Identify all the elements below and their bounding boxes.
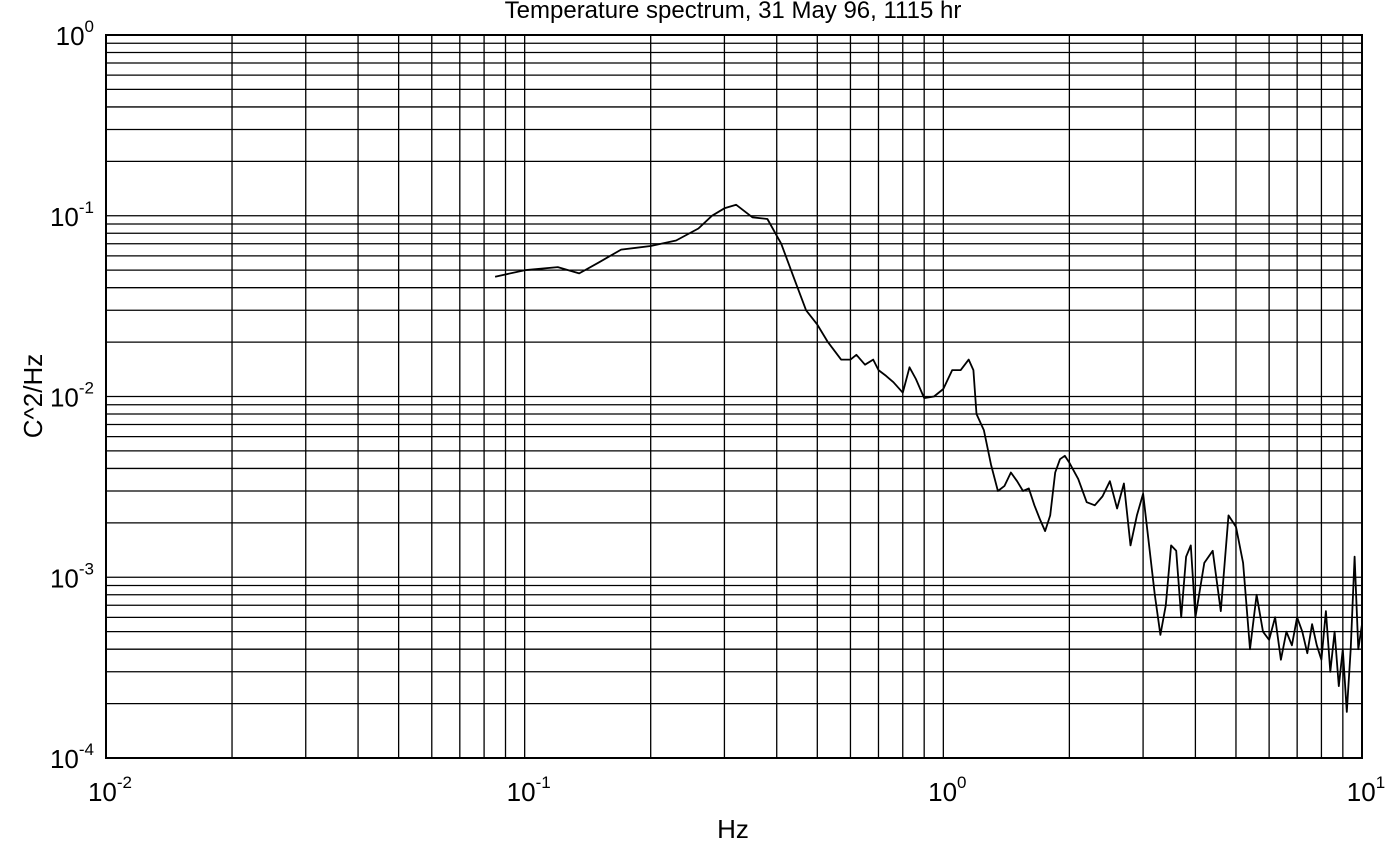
y-axis-label: C^2/Hz bbox=[18, 354, 48, 438]
y-tick-label: 100 bbox=[56, 17, 94, 51]
grid-lines bbox=[106, 35, 1362, 758]
chart-title: Temperature spectrum, 31 May 96, 1115 hr bbox=[505, 0, 962, 24]
plot-frame bbox=[105, 34, 1363, 759]
x-tick-label: 101 bbox=[1347, 773, 1385, 807]
x-axis-label: Hz bbox=[717, 814, 749, 844]
series-line-1 bbox=[494, 203, 1363, 713]
y-tick-label: 10-3 bbox=[50, 559, 94, 593]
y-tick-label: 10-2 bbox=[50, 379, 94, 413]
x-tick-label: 100 bbox=[928, 773, 966, 807]
y-tick-label: 10-4 bbox=[50, 740, 94, 774]
y-tick-label: 10-1 bbox=[50, 198, 94, 232]
x-tick-label: 10-1 bbox=[507, 773, 551, 807]
x-tick-labels: 10-2 10-1 100 101 bbox=[88, 773, 1385, 807]
series-layer bbox=[494, 203, 1363, 713]
x-tick-label: 10-2 bbox=[88, 773, 132, 807]
y-tick-labels: 100 10-1 10-2 10-3 10-4 bbox=[50, 17, 94, 774]
